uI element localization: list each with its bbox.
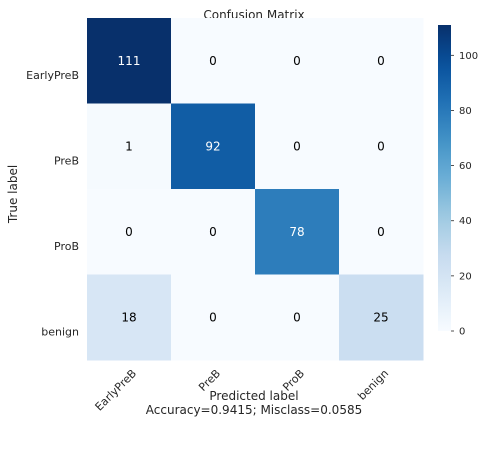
cell-value-label: 0	[209, 54, 217, 68]
x-axis-sublabel: Accuracy=0.9415; Misclass=0.0585	[146, 403, 362, 417]
y-tick-label: EarlyPreB	[26, 69, 79, 82]
heatmap-cell	[339, 274, 424, 361]
heatmap-cell	[87, 189, 172, 275]
cell-value-label: 0	[125, 225, 133, 239]
heatmap-cell	[171, 189, 256, 275]
heatmap-cell	[87, 18, 172, 104]
cell-value-label: 0	[209, 225, 217, 239]
cell-value-label: 0	[293, 139, 301, 153]
cell-value-label: 0	[377, 139, 385, 153]
cell-value-label: 111	[118, 54, 141, 68]
cell-value-label: 18	[121, 310, 136, 324]
cell-value-label: 25	[373, 310, 388, 324]
y-tick-label: PreB	[54, 154, 79, 167]
heatmap-cell	[171, 18, 256, 104]
cell-value-label: 0	[293, 310, 301, 324]
y-axis-label: True label	[6, 165, 20, 224]
colorbar-tick-label: 20	[459, 271, 472, 282]
heatmap-cells	[87, 18, 424, 361]
heatmap-cell	[339, 18, 424, 104]
heatmap-cell	[339, 103, 424, 190]
cell-value-label: 92	[205, 139, 220, 153]
colorbar-tick-label: 80	[459, 106, 472, 117]
cell-value-label: 1	[125, 139, 133, 153]
heatmap-cell	[255, 103, 340, 190]
heatmap-cell	[255, 189, 340, 275]
heatmap-cell	[171, 274, 256, 361]
cell-value-label: 78	[289, 225, 304, 239]
heatmap-cell	[171, 103, 256, 190]
x-tick-label: benign	[355, 367, 391, 403]
heatmap-cell	[255, 274, 340, 361]
x-axis-label: Predicted label	[209, 389, 298, 403]
y-tick-label: benign	[41, 325, 79, 338]
cell-value-label: 0	[293, 54, 301, 68]
cell-value-label: 0	[209, 310, 217, 324]
heatmap-cell	[255, 18, 340, 104]
colorbar-tick-label: 40	[459, 216, 472, 227]
colorbar-tick-label: 100	[459, 51, 478, 62]
heatmap-cell	[87, 274, 172, 361]
cell-value-labels: 111 0 0 0 1 92 0 0 0 0 78 0 18 0 0 25	[118, 54, 389, 325]
heatmap-cell	[87, 103, 172, 190]
colorbar-tick-label: 0	[459, 327, 465, 338]
y-tick-label: ProB	[54, 240, 79, 253]
cell-value-label: 0	[377, 54, 385, 68]
colorbar	[438, 25, 451, 331]
cell-value-label: 0	[377, 225, 385, 239]
y-tick-labels: EarlyPreB PreB ProB benign	[26, 69, 79, 339]
heatmap-cell	[339, 189, 424, 275]
colorbar-tick-label: 60	[459, 161, 472, 172]
colorbar-ticks: 0 20 40 60 80 100	[451, 51, 478, 338]
x-tick-label: EarlyPreB	[93, 367, 140, 414]
